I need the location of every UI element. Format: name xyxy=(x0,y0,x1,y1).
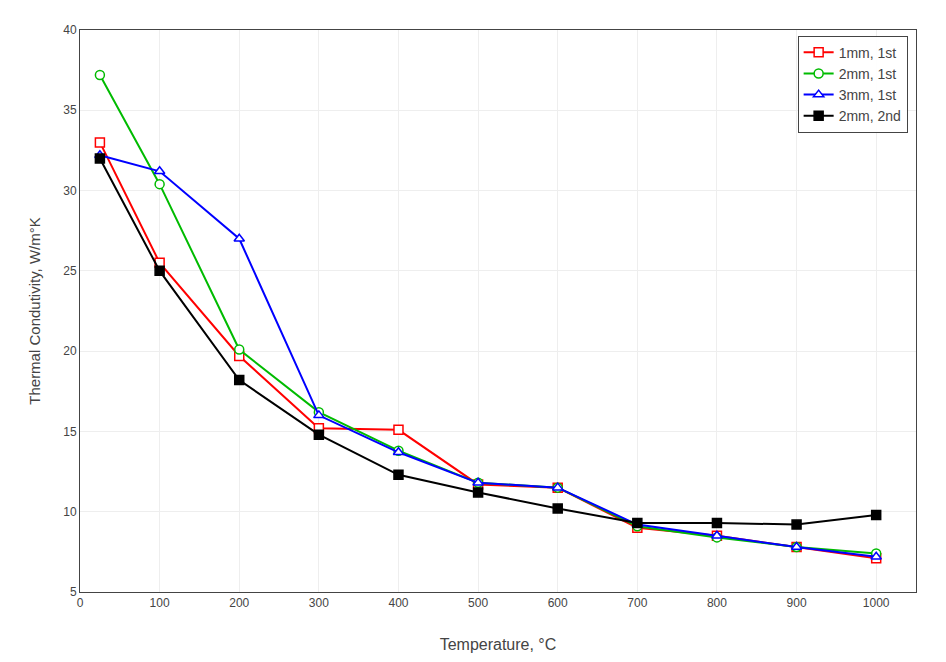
svg-text:900: 900 xyxy=(787,596,807,610)
svg-text:5: 5 xyxy=(70,585,77,599)
svg-text:300: 300 xyxy=(309,596,329,610)
svg-text:200: 200 xyxy=(229,596,249,610)
svg-text:25: 25 xyxy=(63,264,77,278)
svg-text:10: 10 xyxy=(63,505,77,519)
svg-text:40: 40 xyxy=(63,23,77,37)
svg-text:1mm, 1st: 1mm, 1st xyxy=(839,45,897,61)
svg-text:800: 800 xyxy=(707,596,727,610)
svg-text:700: 700 xyxy=(627,596,647,610)
svg-text:2mm, 2nd: 2mm, 2nd xyxy=(839,108,901,124)
svg-text:500: 500 xyxy=(468,596,488,610)
svg-text:2mm, 1st: 2mm, 1st xyxy=(839,66,897,82)
svg-text:100: 100 xyxy=(150,596,170,610)
svg-text:3mm, 1st: 3mm, 1st xyxy=(839,87,897,103)
svg-text:30: 30 xyxy=(63,184,77,198)
svg-text:20: 20 xyxy=(63,344,77,358)
svg-text:Thermal Condutivity, W/m°K: Thermal Condutivity, W/m°K xyxy=(26,217,43,404)
svg-text:Temperature, °C: Temperature, °C xyxy=(440,636,557,653)
svg-text:15: 15 xyxy=(63,425,77,439)
svg-text:600: 600 xyxy=(548,596,568,610)
svg-text:35: 35 xyxy=(63,103,77,117)
svg-text:1000: 1000 xyxy=(863,596,890,610)
svg-text:400: 400 xyxy=(388,596,408,610)
svg-text:0: 0 xyxy=(77,596,84,610)
